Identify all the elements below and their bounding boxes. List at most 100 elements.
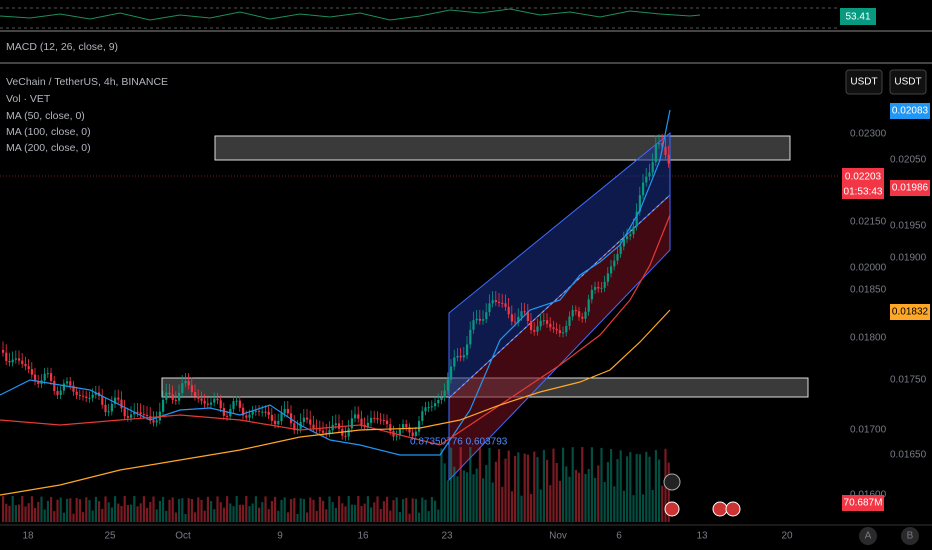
volume-bar <box>510 491 513 522</box>
candle-body <box>475 318 478 321</box>
candle-body <box>638 195 641 212</box>
event-icon[interactable] <box>712 501 728 517</box>
candle-body <box>197 396 200 399</box>
currency-button-label[interactable]: USDT <box>850 77 877 88</box>
volume-bar <box>235 496 238 522</box>
volume-bar <box>309 497 312 522</box>
volume-bar <box>245 496 248 522</box>
candle-body <box>661 142 664 147</box>
volume-value: 70.687M <box>844 498 883 509</box>
ma-100 <box>0 214 671 446</box>
candle-body <box>162 399 165 412</box>
volume-bar <box>136 506 139 522</box>
candle-body <box>66 381 69 384</box>
annotation: 0.87350776 0.603793 <box>410 437 508 448</box>
volume-bar <box>24 506 27 522</box>
candle-body <box>379 419 382 421</box>
candle-body <box>581 316 584 319</box>
ma-red-badge <box>890 180 930 196</box>
candle-body <box>370 417 373 423</box>
candle-body <box>558 330 561 334</box>
volume-bar <box>62 512 65 522</box>
volume-bar <box>293 498 296 522</box>
volume-bar <box>533 451 536 522</box>
candle-body <box>258 410 261 412</box>
price-tick-label: 0.01800 <box>850 333 887 344</box>
candle-body <box>280 413 283 422</box>
volume-bar <box>82 512 85 522</box>
volume-bar <box>398 512 401 522</box>
candle-body <box>616 253 619 261</box>
candle-body <box>82 395 85 397</box>
price-tick-label: 0.01650 <box>890 450 927 461</box>
corner-label[interactable]: B <box>907 531 914 542</box>
volume-bar <box>443 463 446 522</box>
volume-bar <box>21 496 24 522</box>
candle-body <box>286 408 289 414</box>
event-icon[interactable] <box>663 473 681 491</box>
candle-body <box>30 369 33 375</box>
candle-body <box>446 379 449 391</box>
candle-body <box>373 417 376 419</box>
corner-button[interactable] <box>859 527 877 545</box>
time-tick-label: 6 <box>616 531 622 542</box>
volume-bar <box>104 496 107 522</box>
candle-body <box>654 144 657 163</box>
event-icon[interactable] <box>725 501 741 517</box>
volume-bars <box>2 447 670 522</box>
candle-body <box>386 420 389 425</box>
price-tick-label: 0.01950 <box>890 221 927 232</box>
volume-bar <box>347 496 350 522</box>
currency-button[interactable] <box>889 69 927 95</box>
volume-bar <box>149 502 152 522</box>
volume-bar <box>162 496 165 522</box>
currency-button[interactable] <box>845 69 883 95</box>
volume-bar <box>379 508 382 522</box>
candle-body <box>306 417 309 420</box>
candle-body <box>376 418 379 420</box>
candle-body <box>88 397 91 399</box>
candle-body <box>533 329 536 332</box>
candle-body <box>546 320 549 324</box>
candle-body <box>91 394 94 398</box>
candle-body <box>130 414 133 418</box>
volume-bar <box>581 447 584 522</box>
volume-bar <box>200 499 203 522</box>
volume-bar <box>194 512 197 522</box>
volume-bar <box>613 486 616 522</box>
candle-body <box>437 400 440 404</box>
candle-body <box>507 306 510 315</box>
event-icon[interactable] <box>664 501 680 517</box>
volume-bar <box>130 504 133 522</box>
candle-body <box>574 310 577 312</box>
volume-bar <box>187 498 190 522</box>
candle-body <box>565 325 568 333</box>
corner-button[interactable] <box>901 527 919 545</box>
candle-body <box>85 396 88 399</box>
candle-body <box>187 381 190 386</box>
volume-bar <box>430 496 433 522</box>
candle-body <box>133 411 136 415</box>
candle-body <box>626 236 629 240</box>
volume-bar <box>2 496 5 522</box>
candle-body <box>104 404 107 413</box>
candle-body <box>347 428 350 437</box>
candle-body <box>155 420 158 423</box>
candle-body <box>472 320 475 330</box>
candle-body <box>107 411 110 413</box>
volume-bar <box>318 496 321 522</box>
currency-button-label[interactable]: USDT <box>894 77 921 88</box>
volume-bar <box>222 507 225 522</box>
volume-bar <box>466 472 469 522</box>
volume-bar <box>261 502 264 522</box>
candle-body <box>459 355 462 358</box>
volume-bar <box>539 489 542 522</box>
candle-body <box>152 420 155 423</box>
candle-body <box>37 381 40 385</box>
candle-body <box>72 385 75 392</box>
volume-bar <box>488 448 491 522</box>
volume-bar <box>571 447 574 522</box>
ma-50 <box>0 109 671 456</box>
candle-body <box>235 400 238 402</box>
corner-label[interactable]: A <box>865 531 872 542</box>
